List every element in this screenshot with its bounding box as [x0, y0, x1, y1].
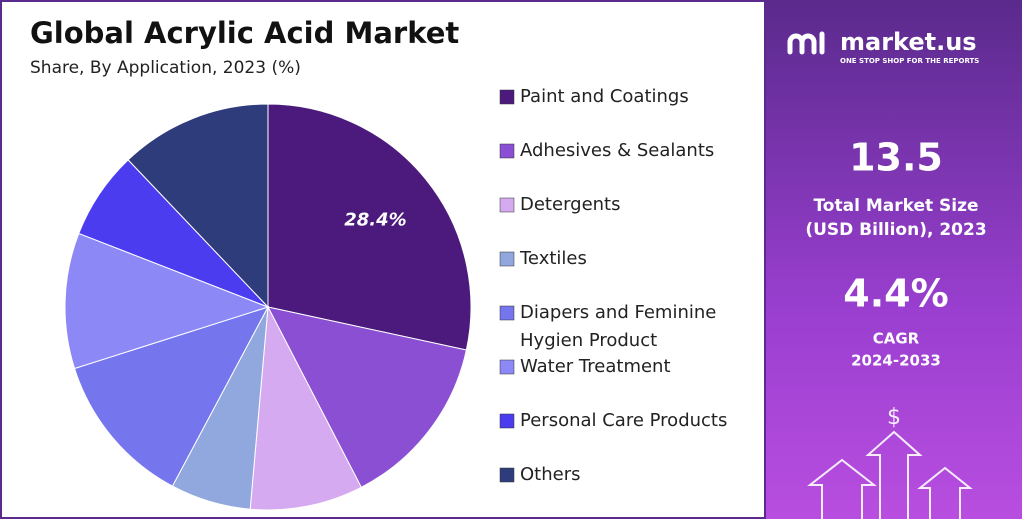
legend-label: Others: [520, 464, 581, 485]
market-size: 13.5: [849, 136, 943, 180]
legend-label: Adhesives & Sealants: [520, 140, 715, 161]
legend-swatch: [499, 359, 515, 375]
brand-name: market.us: [840, 28, 977, 56]
legend-label: Diapers and Feminine Hygien Product: [520, 302, 717, 351]
svg-text:$: $: [887, 405, 901, 430]
pie-slice: [127, 103, 269, 309]
legend-swatch: [499, 143, 515, 159]
logo: [787, 31, 825, 55]
chart-title: Global Acrylic Acid Market: [30, 16, 459, 50]
legend-swatch: [499, 467, 515, 483]
market-size-unit: (USD Billion), 2023: [805, 220, 986, 240]
legend-swatch: [499, 89, 515, 105]
cagr-period: 2024-2033: [851, 352, 941, 370]
pie-slice: [64, 232, 270, 370]
arrows-icon: $: [807, 405, 973, 519]
legend-label: Paint and Coatings: [520, 86, 689, 107]
market-size-label: Total Market Size: [813, 196, 978, 216]
chart-subtitle: Share, By Application, 2023 (%): [30, 58, 301, 78]
pie-slice: [267, 103, 472, 351]
legend-swatch: [499, 413, 515, 429]
legend-label: Personal Care Products: [520, 410, 728, 431]
logo-icon: [787, 31, 825, 55]
data-label: 28.4%: [344, 209, 406, 230]
pie-slice: [73, 306, 270, 487]
legend-label: Textiles: [520, 248, 587, 269]
cagr-label: CAGR: [873, 330, 920, 348]
cagr: 4.4%: [843, 272, 948, 316]
legend-swatch: [499, 305, 515, 321]
legend-swatch: [499, 251, 515, 267]
pie-slice: [267, 306, 467, 488]
legend-swatch: [499, 197, 515, 213]
legend-label: Detergents: [520, 194, 621, 215]
brand-tagline: ONE STOP SHOP FOR THE REPORTS: [840, 57, 979, 65]
side-panel: [766, 0, 1022, 519]
pie-slice: [249, 305, 362, 511]
legend-label: Water Treatment: [520, 356, 671, 377]
